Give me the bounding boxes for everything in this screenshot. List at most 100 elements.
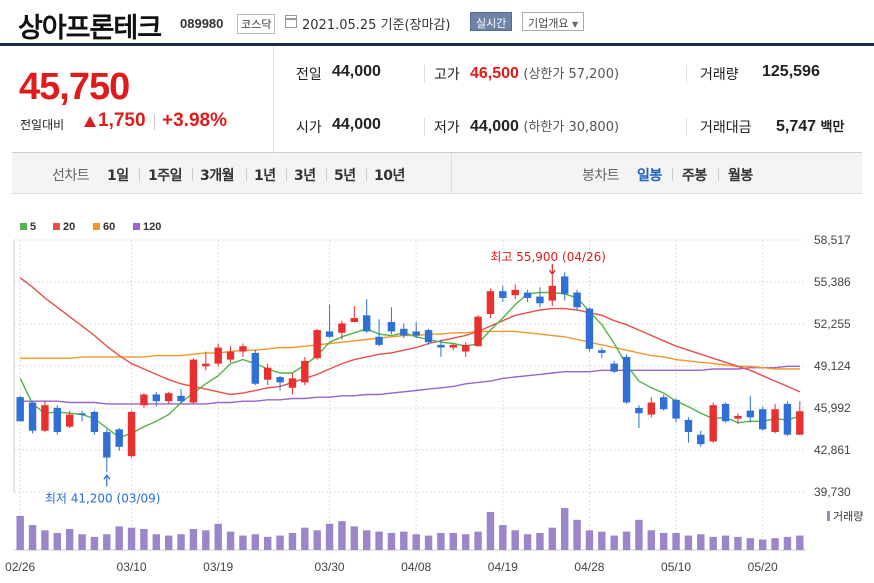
ma20-line <box>19 277 801 396</box>
volume-bar <box>474 531 482 550</box>
legend-label: 60 <box>103 221 115 233</box>
volume-bar <box>152 534 161 550</box>
y-tick-label: 39,730 <box>814 485 851 499</box>
x-tick-label: 04/08 <box>401 560 431 574</box>
line-chart-label: 선차트 <box>52 168 90 184</box>
candle-body <box>523 292 532 298</box>
company-overview-button[interactable]: 기업개요 ▼ <box>522 12 585 31</box>
candle-body <box>189 359 198 403</box>
high-cell: 고가 46,500 (상한가 57,200) <box>424 46 684 99</box>
candle-body <box>263 367 272 380</box>
candle-body <box>202 363 210 367</box>
volume-bar <box>301 527 309 550</box>
volume-bar <box>746 538 755 550</box>
volume-bar <box>486 511 495 550</box>
candle-body <box>746 410 755 418</box>
period-5y[interactable]: 5년 <box>334 168 356 184</box>
legend-label: 5 <box>30 221 36 233</box>
volume-bar <box>499 525 507 550</box>
x-tick-label: 03/30 <box>315 560 345 574</box>
candle-body <box>474 316 482 347</box>
volume-bar <box>622 531 631 550</box>
change-label: 전일대비 <box>20 118 65 132</box>
chart-period-bar: 선차트 1일 1주일 3개월 1년 3년 5년 10년 봉차트 일봉 주봉 월봉 <box>12 153 862 194</box>
high-label: 고가 <box>434 67 460 83</box>
period-3m[interactable]: 3개월 <box>200 168 235 184</box>
legend-label: 20 <box>63 221 75 233</box>
candle-body <box>697 434 705 445</box>
volume-bar <box>585 530 594 550</box>
calendar-icon <box>285 15 297 28</box>
period-1w[interactable]: 1주일 <box>148 168 183 184</box>
change-rate: +3.98% <box>162 110 227 131</box>
candle-body <box>622 356 631 403</box>
candle-body <box>28 402 37 431</box>
x-tick-label: 03/19 <box>203 560 233 574</box>
ma5-line <box>19 291 801 439</box>
volume-bar <box>16 515 24 550</box>
y-tick-label: 42,861 <box>814 443 851 457</box>
volume-bar <box>635 519 643 550</box>
volume-bar <box>177 534 185 550</box>
candle-body <box>127 411 136 457</box>
candle-body <box>635 407 643 414</box>
candle-weekly[interactable]: 주봉 <box>682 168 707 184</box>
period-3y[interactable]: 3년 <box>294 168 316 184</box>
low-annotation: 최저 41,200 (03/09) <box>45 491 161 505</box>
divider <box>286 168 287 181</box>
volume-bar <box>28 525 37 550</box>
candle-body <box>721 403 730 422</box>
candle-body <box>684 419 693 433</box>
candle-body <box>239 346 247 352</box>
candle-body <box>387 322 396 332</box>
candle-body <box>226 351 235 360</box>
volume-bar <box>263 536 272 550</box>
volume-bar <box>709 536 717 550</box>
candle-body <box>164 393 173 402</box>
amount-value: 5,747 <box>776 118 817 135</box>
company-overview-label: 기업개요 <box>528 17 569 30</box>
current-price-panel: 45,750 전일대비 1,750 +3.98% <box>12 46 274 153</box>
open-label: 시가 <box>296 120 322 136</box>
volume-bar <box>437 532 445 550</box>
divider <box>718 168 719 181</box>
candle-daily[interactable]: 일봉 <box>637 168 662 184</box>
candle-body <box>796 411 804 435</box>
candle-body <box>288 378 297 388</box>
candle-body <box>585 308 594 349</box>
volume-bar <box>362 530 371 550</box>
realtime-button[interactable]: 실시간 <box>470 12 513 31</box>
volume-bar <box>449 532 458 550</box>
volume-bar <box>684 535 693 550</box>
price-chart[interactable]: 58,517 55,386 52,255 49,124 45,992 42,861 39,7… <box>0 205 874 583</box>
high-value: 46,500 <box>470 65 519 82</box>
candle-body <box>251 352 260 384</box>
volume-bar <box>536 532 544 550</box>
candle-monthly[interactable]: 월봉 <box>728 168 753 184</box>
volume-bar <box>734 536 742 550</box>
period-10y[interactable]: 10년 <box>374 168 405 184</box>
volume-bar <box>288 532 297 550</box>
period-1y[interactable]: 1년 <box>254 168 276 184</box>
candle-body <box>548 285 557 301</box>
low-arrow-head <box>103 474 111 480</box>
prev-close-value: 44,000 <box>332 63 381 80</box>
quote-summary: 45,750 전일대비 1,750 +3.98% 전일 44,000 고가 46… <box>12 46 862 153</box>
divider <box>139 168 140 181</box>
volume-bar <box>560 508 569 550</box>
divider <box>246 168 247 181</box>
legend-swatch <box>93 223 100 230</box>
candle-body <box>350 318 359 323</box>
company-name: 상아프론테크 <box>18 13 162 44</box>
divider <box>326 168 327 181</box>
low-value: 44,000 <box>470 118 519 135</box>
candle-body <box>214 347 222 364</box>
volume-bar <box>523 534 532 550</box>
candle-body <box>610 363 618 372</box>
candle-body <box>325 331 334 337</box>
candle-body <box>313 330 321 359</box>
open-cell: 시가 44,000 <box>274 99 424 152</box>
lower-limit: (하한가 30,800) <box>523 120 620 135</box>
period-1d[interactable]: 1일 <box>107 168 129 184</box>
volume-bar <box>387 532 396 550</box>
